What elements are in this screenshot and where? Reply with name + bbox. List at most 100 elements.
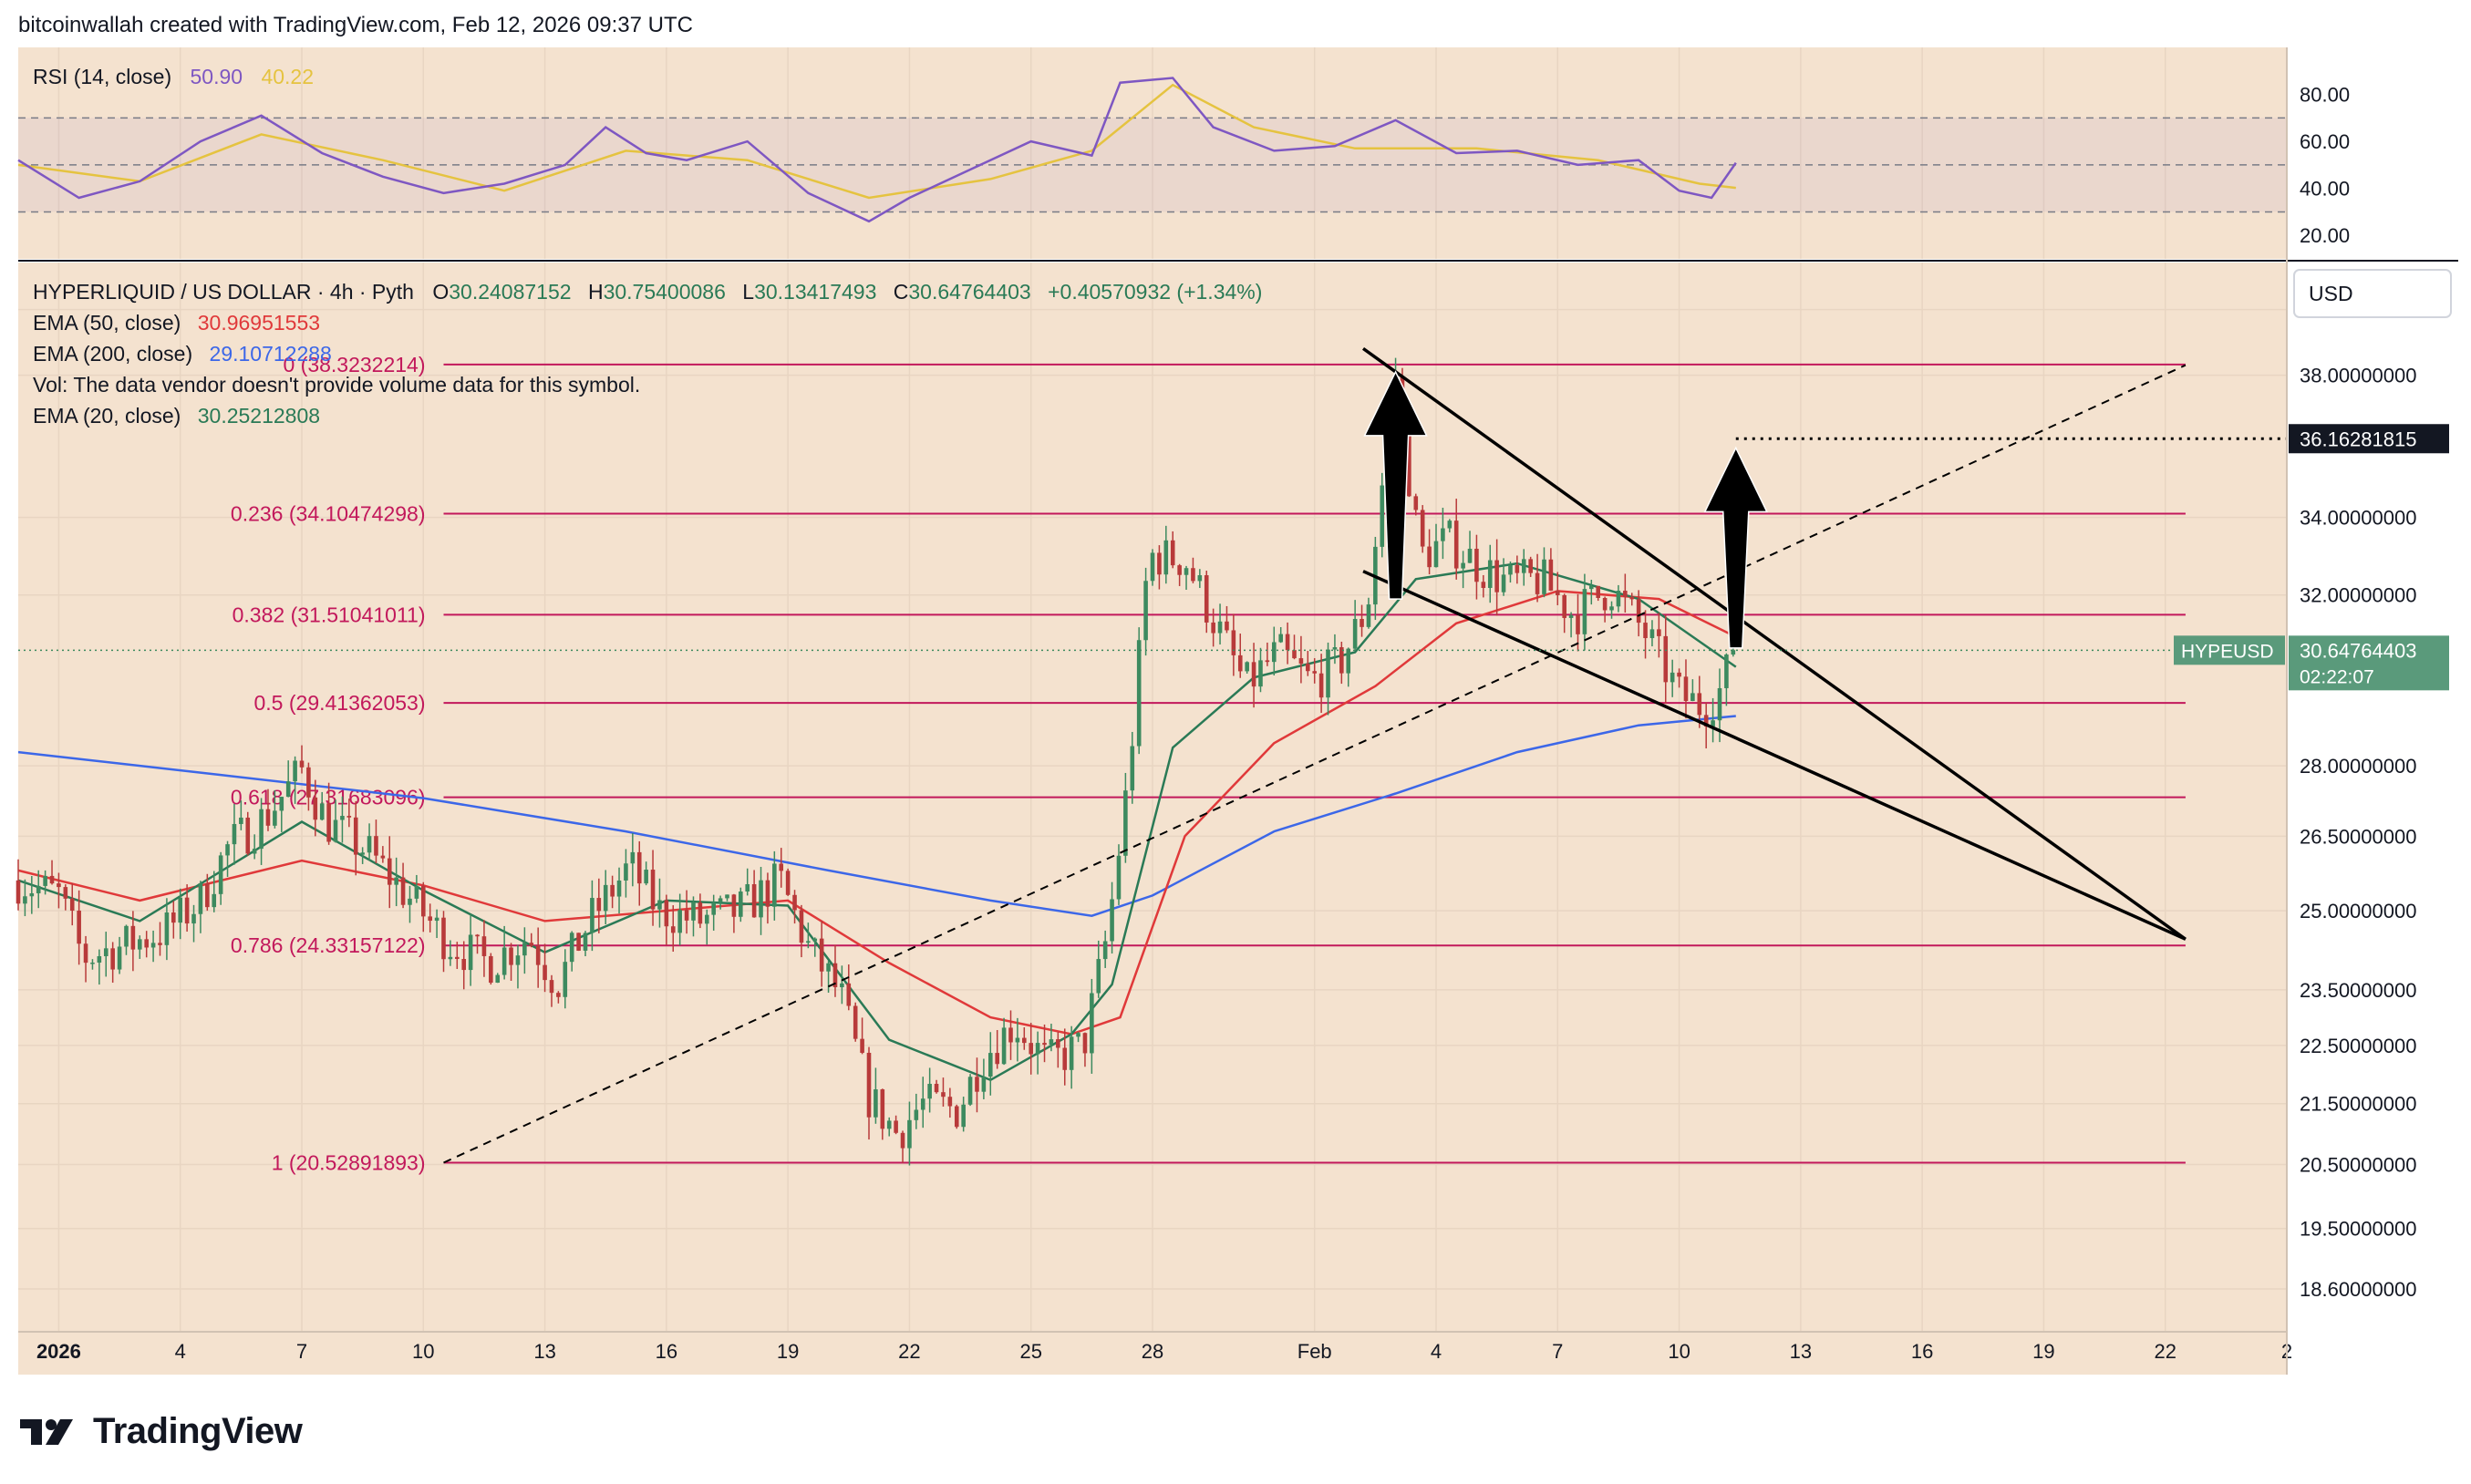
candle-body — [739, 891, 743, 917]
candle-body — [1427, 546, 1432, 568]
candle-body — [657, 900, 662, 910]
price-axis-label: 23.50000000 — [2300, 979, 2416, 1002]
candle-body — [812, 938, 818, 942]
breakout-arrow — [1703, 446, 1768, 649]
candle-body — [23, 896, 27, 904]
candle-body — [981, 1077, 987, 1092]
ema20-legend-label: EMA (20, close) — [33, 404, 181, 428]
ema200-legend[interactable]: EMA (200, close) 29.10712288 — [33, 342, 332, 366]
fib-level-label: 0.236 (34.10474298) — [231, 502, 426, 526]
ema20-legend[interactable]: EMA (20, close) 30.25212808 — [33, 404, 320, 428]
candle-body — [326, 803, 331, 842]
time-axis-label: 16 — [1911, 1340, 1933, 1363]
time-axis-label: 4 — [1431, 1340, 1442, 1363]
rsi-axis-label: 60.00 — [2300, 130, 2350, 153]
candle-body — [1663, 635, 1669, 683]
time-axis-label: 19 — [777, 1340, 799, 1363]
candle-body — [1204, 575, 1209, 623]
candle-body — [900, 1132, 905, 1149]
candle-body — [1508, 564, 1513, 575]
time-axis-label: 25 — [1019, 1340, 1041, 1363]
price-axis-label: 21.50000000 — [2300, 1093, 2416, 1116]
candle-body — [880, 1089, 885, 1129]
candle-body — [1211, 622, 1215, 634]
candle-body — [1407, 418, 1411, 497]
candle-body — [448, 956, 453, 960]
candle-body — [806, 941, 811, 943]
candle-body — [481, 936, 487, 956]
candle-body — [110, 948, 115, 970]
candle-body — [49, 875, 55, 884]
candle-body — [522, 943, 527, 956]
candle-body — [501, 947, 507, 975]
time-axis-label: 19 — [2032, 1340, 2054, 1363]
candle-body — [461, 958, 467, 971]
candle-body — [279, 797, 284, 811]
candle-body — [1670, 672, 1675, 683]
candle-body — [961, 1104, 966, 1128]
candle-body — [137, 939, 142, 950]
currency-button[interactable] — [2293, 269, 2452, 318]
candle-body — [245, 817, 251, 854]
current-price-tag — [2289, 635, 2449, 691]
candle-body — [610, 884, 615, 897]
candle-body — [987, 1053, 993, 1077]
candle-body — [954, 1106, 959, 1128]
candle-body — [319, 803, 325, 820]
candle-body — [408, 898, 412, 905]
candle-body — [636, 851, 642, 884]
candle-body — [853, 1005, 858, 1039]
axis-layer: 40.0000000038.0000000034.0000000032.0000… — [36, 84, 2449, 1363]
ema50-legend[interactable]: EMA (50, close) 30.96951553 — [33, 311, 320, 335]
candle-body — [259, 809, 264, 850]
candle-body — [515, 955, 521, 965]
candle-body — [232, 823, 237, 845]
candle-body — [1453, 520, 1459, 569]
candle-body — [475, 934, 480, 937]
candle-body — [1217, 621, 1223, 634]
candle-body — [1535, 572, 1540, 594]
candle-body — [205, 882, 210, 908]
tradingview-logo-icon — [20, 1418, 73, 1445]
candle-layer — [16, 357, 1736, 1166]
candle-body — [313, 797, 318, 820]
candle-body — [1029, 1043, 1034, 1055]
candle-body — [1562, 594, 1566, 618]
candle-body — [1542, 559, 1546, 594]
ohlc-o-label: O — [432, 280, 449, 304]
price-axis-label: 34.00000000 — [2300, 507, 2416, 530]
candle-body — [772, 863, 777, 907]
candle-body — [1724, 654, 1729, 688]
candle-body — [664, 900, 669, 927]
candle-body — [1501, 574, 1506, 593]
time-axis-label: 7 — [1552, 1340, 1563, 1363]
symbol-title[interactable]: HYPERLIQUID / US DOLLAR · 4h · Pyth — [33, 280, 414, 304]
fib-level-label: 1 (20.52891893) — [272, 1150, 426, 1174]
ema20-legend-value: 30.25212808 — [198, 404, 320, 428]
candle-body — [975, 1077, 979, 1092]
candle-body — [367, 836, 372, 853]
rising-trendline — [443, 364, 2187, 1164]
candle-body — [340, 816, 345, 820]
candle-body — [995, 1053, 999, 1065]
price-axis-label: 18.60000000 — [2300, 1278, 2416, 1301]
fib-level-label: 0.786 (24.33157122) — [231, 933, 426, 957]
breakout-arrow — [1363, 370, 1428, 600]
candle-body — [455, 956, 460, 959]
candle-body — [83, 943, 88, 964]
candle-body — [1413, 496, 1419, 510]
candle-body — [1245, 662, 1249, 672]
candle-body — [1191, 568, 1195, 582]
candle-body — [212, 893, 217, 908]
candle-body — [1035, 1043, 1040, 1055]
footer-logo[interactable]: TradingView — [18, 1411, 303, 1452]
candle-body — [299, 760, 305, 768]
price-axis-label: 32.00000000 — [2300, 584, 2416, 607]
candle-body — [866, 1052, 872, 1118]
candle-body — [509, 947, 513, 965]
fib-level-label: 0.382 (31.51041011) — [233, 603, 426, 626]
candle-body — [16, 880, 21, 904]
ohlc-h-label: H — [588, 280, 604, 304]
time-axis-label: 28 — [1142, 1340, 1163, 1363]
